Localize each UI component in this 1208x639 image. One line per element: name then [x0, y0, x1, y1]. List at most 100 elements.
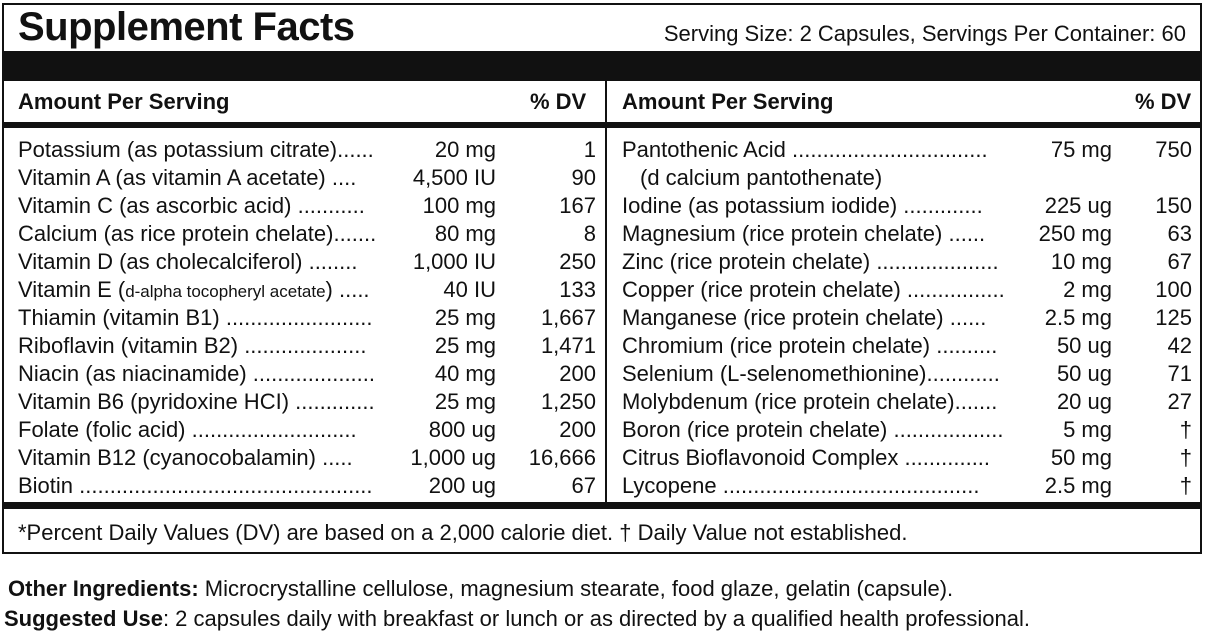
- nutrient-amount: 10 mg: [1050, 249, 1112, 274]
- other-ingredients-key: Other Ingredients:: [8, 576, 199, 601]
- thick-divider: [4, 51, 1200, 81]
- nutrient-dv: 1: [583, 137, 596, 162]
- nutrient-label: Chromium (rice protein chelate) ........…: [622, 333, 998, 358]
- nutrient-amount: 50 ug: [1056, 333, 1112, 358]
- nutrient-row: Copper (rice protein chelate) ..........…: [622, 277, 1196, 305]
- nutrient-label: Pantothenic Acid .......................…: [622, 137, 988, 162]
- left-nutrient-list: Potassium (as potassium citrate)...... 20…: [18, 137, 598, 501]
- dv-footnote: *Percent Daily Values (DV) are based on …: [18, 520, 908, 545]
- nutrient-label-detail: d-alpha tocopheryl acetate: [125, 282, 326, 301]
- nutrient-dv: †: [1179, 473, 1192, 498]
- nutrient-amount: 25 mg: [434, 333, 496, 358]
- other-ingredients: Other Ingredients: Microcrystalline cell…: [8, 576, 953, 602]
- nutrient-dv: 200: [559, 417, 596, 442]
- nutrient-row: Selenium (L-selenomethionine)...........…: [622, 361, 1196, 389]
- nutrient-dv: 200: [559, 361, 596, 386]
- nutrient-row: Vitamin B6 (pyridoxine HCI) ............…: [18, 389, 598, 417]
- nutrient-amount: 25 mg: [434, 305, 496, 330]
- nutrient-row: Niacin (as niacinamide) ................…: [18, 361, 598, 389]
- nutrient-amount: 50 mg: [1050, 445, 1112, 470]
- nutrient-dv: 125: [1155, 305, 1192, 330]
- panel-title: Supplement Facts: [18, 5, 355, 49]
- nutrient-amount: 2 mg: [1063, 277, 1112, 302]
- nutrient-amount: 250 mg: [1038, 221, 1112, 246]
- nutrient-label: Selenium (L-selenomethionine)...........…: [622, 361, 1000, 386]
- nutrient-row: Magnesium (rice protein chelate) ...... 2…: [622, 221, 1196, 249]
- nutrient-amount: 40 IU: [443, 277, 496, 302]
- nutrient-amount: 800 ug: [428, 417, 496, 442]
- nutrient-label: Calcium (as rice protein chelate).......: [18, 221, 377, 246]
- nutrient-label: Folate (folic acid) ....................…: [18, 417, 357, 442]
- right-dv-header: % DV: [1135, 89, 1192, 114]
- nutrient-row: Vitamin A (as vitamin A acetate) .... 4,5…: [18, 165, 598, 193]
- nutrient-label: Riboflavin (vitamin B2) ................…: [18, 333, 367, 358]
- serving-info: Serving Size: 2 Capsules, Servings Per C…: [663, 21, 1186, 46]
- nutrient-amount: 2.5 mg: [1044, 473, 1112, 498]
- nutrient-amount: 25 mg: [434, 389, 496, 414]
- footer-divider: [4, 502, 1200, 509]
- nutrient-label: Vitamin D (as cholecalciferol) ........: [18, 249, 358, 274]
- nutrient-dv: 250: [559, 249, 596, 274]
- nutrient-dv: 167: [559, 193, 596, 218]
- nutrient-label: Zinc (rice protein chelate) ............…: [622, 249, 999, 274]
- nutrient-row: Zinc (rice protein chelate) ............…: [622, 249, 1196, 277]
- nutrient-amount: 1,000 IU: [412, 249, 496, 274]
- nutrient-label: Molybdenum (rice protein chelate).......: [622, 389, 998, 414]
- nutrient-amount: 75 mg: [1050, 137, 1112, 162]
- nutrient-label: Potassium (as potassium citrate)......: [18, 137, 374, 162]
- nutrient-label: Lycopene ...............................…: [622, 473, 980, 498]
- nutrient-amount: 20 ug: [1056, 389, 1112, 414]
- nutrient-dv: 133: [559, 277, 596, 302]
- right-nutrient-list: Pantothenic Acid .......................…: [622, 137, 1196, 501]
- nutrient-dv: 100: [1155, 277, 1192, 302]
- supplement-facts-panel: Supplement Facts Serving Size: 2 Capsule…: [2, 3, 1202, 554]
- nutrient-dv: 750: [1155, 137, 1192, 162]
- nutrient-row: Calcium (as rice protein chelate).......…: [18, 221, 598, 249]
- suggested-use-text: : 2 capsules daily with breakfast or lun…: [162, 606, 1030, 631]
- other-ingredients-text: Microcrystalline cellulose, magnesium st…: [198, 576, 954, 601]
- nutrient-label: Manganese (rice protein chelate) ......: [622, 305, 987, 330]
- nutrient-label: Iodine (as potassium iodide) ...........…: [622, 193, 983, 218]
- nutrient-amount: 225 ug: [1044, 193, 1112, 218]
- nutrient-label: Thiamin (vitamin B1) ...................…: [18, 305, 373, 330]
- nutrient-row: Manganese (rice protein chelate) ...... 2…: [622, 305, 1196, 333]
- nutrient-row: Vitamin D (as cholecalciferol) ........ 1…: [18, 249, 598, 277]
- nutrient-row: Potassium (as potassium citrate)...... 20…: [18, 137, 598, 165]
- nutrient-row: Boron (rice protein chelate) ...........…: [622, 417, 1196, 445]
- nutrient-amount: 80 mg: [434, 221, 496, 246]
- column-divider: [605, 81, 607, 502]
- nutrient-dv: 8: [583, 221, 596, 246]
- nutrient-row: Vitamin B12 (cyanocobalamin) ..... 1,000 …: [18, 445, 598, 473]
- nutrient-row: Iodine (as potassium iodide) ...........…: [622, 193, 1196, 221]
- nutrient-row: Biotin .................................…: [18, 473, 598, 501]
- nutrient-row: Chromium (rice protein chelate) ........…: [622, 333, 1196, 361]
- nutrient-row: Citrus Bioflavonoid Complex ............…: [622, 445, 1196, 473]
- nutrient-dv: 67: [1167, 249, 1192, 274]
- nutrient-dv: 71: [1167, 361, 1192, 386]
- nutrient-row: Molybdenum (rice protein chelate).......…: [622, 389, 1196, 417]
- nutrient-row: (d calcium pantothenate): [622, 165, 1196, 193]
- left-amount-header: Amount Per Serving: [18, 89, 230, 114]
- nutrient-dv: 67: [571, 473, 596, 498]
- nutrient-label: Vitamin B6 (pyridoxine HCI) ............…: [18, 389, 375, 414]
- nutrient-label-end: ) .....: [325, 277, 370, 302]
- right-amount-header: Amount Per Serving: [622, 89, 834, 114]
- nutrient-amount: 1,000 ug: [410, 445, 496, 470]
- nutrient-label: Copper (rice protein chelate) ..........…: [622, 277, 1005, 302]
- nutrient-label-main: Vitamin E (: [18, 277, 126, 302]
- suggested-use: Suggested Use: 2 capsules daily with bre…: [4, 606, 1030, 632]
- nutrient-amount: 40 mg: [434, 361, 496, 386]
- nutrient-amount: 4,500 IU: [412, 165, 496, 190]
- nutrient-label: Vitamin A (as vitamin A acetate) ....: [18, 165, 357, 190]
- nutrient-dv: 150: [1155, 193, 1192, 218]
- nutrient-row: Vitamin E (d-alpha tocopheryl acetate) .…: [18, 277, 598, 305]
- nutrient-row: Lycopene ...............................…: [622, 473, 1196, 501]
- nutrient-label: Vitamin B12 (cyanocobalamin) .....: [18, 445, 353, 470]
- nutrient-dv: 1,667: [540, 305, 596, 330]
- nutrient-row: Thiamin (vitamin B1) ...................…: [18, 305, 598, 333]
- suggested-use-key: Suggested Use: [4, 606, 163, 631]
- nutrient-row: Folate (folic acid) ....................…: [18, 417, 598, 445]
- nutrient-label: Magnesium (rice protein chelate) ......: [622, 221, 986, 246]
- nutrient-amount: 200 ug: [428, 473, 496, 498]
- nutrient-row: Pantothenic Acid .......................…: [622, 137, 1196, 165]
